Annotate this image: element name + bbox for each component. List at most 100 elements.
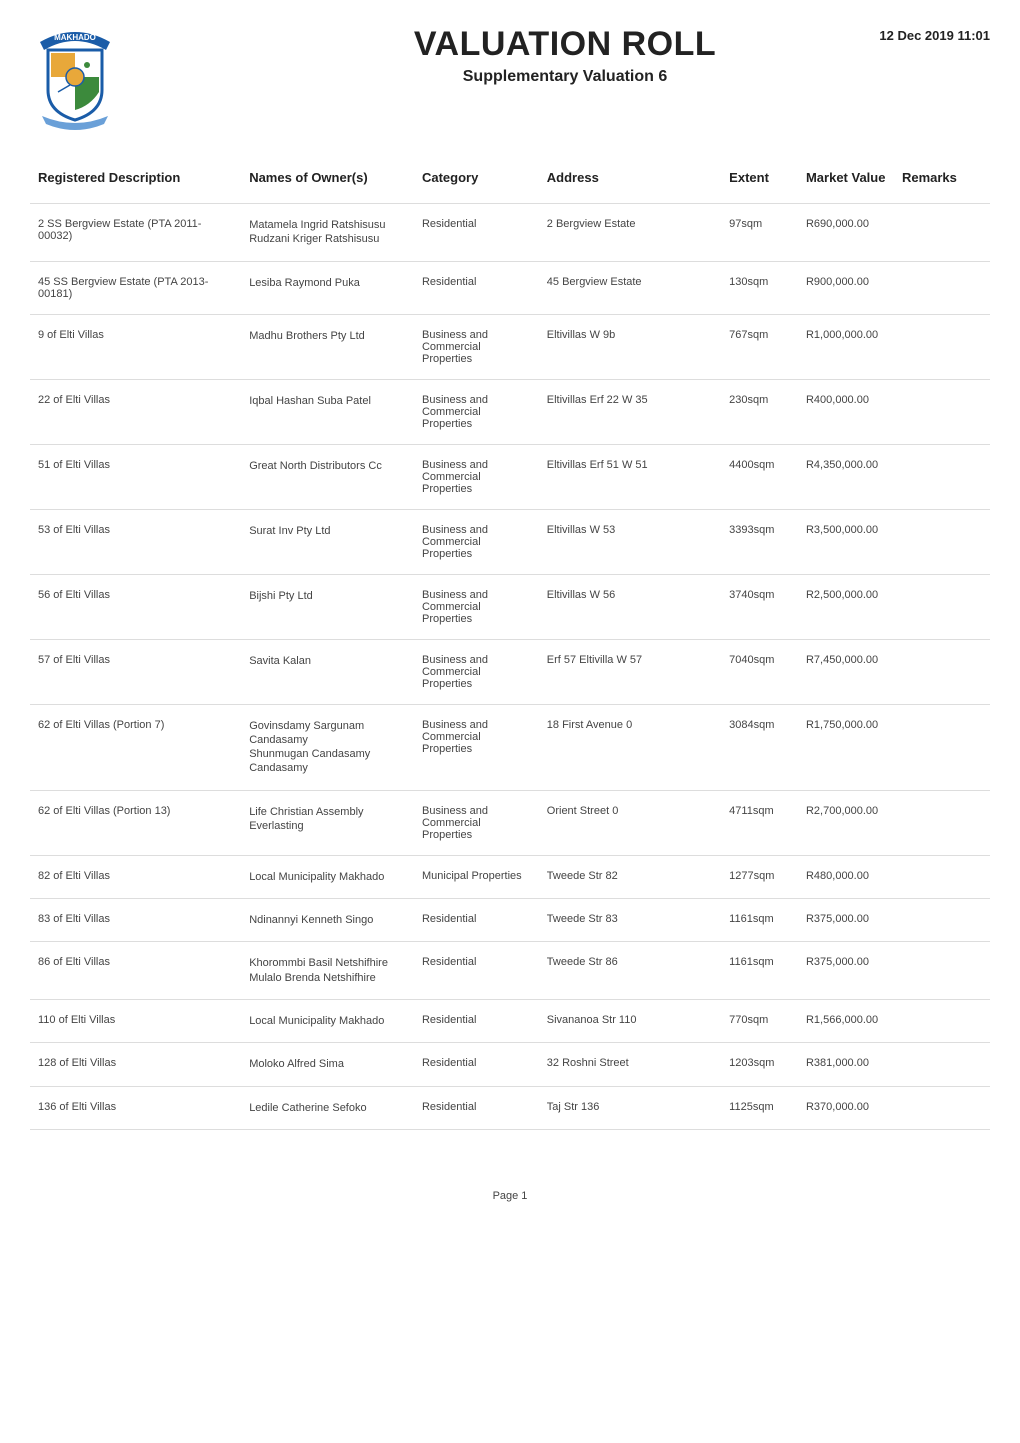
table-row: 57 of Elti Villas Savita Kalan Business an… xyxy=(30,640,990,705)
owner-name: Ledile Catherine Sefoko xyxy=(249,1101,406,1115)
cell-category: Business and Commercial Properties xyxy=(414,575,539,640)
cell-description: 82 of Elti Villas xyxy=(30,856,241,899)
cell-description: 110 of Elti Villas xyxy=(30,1000,241,1043)
cell-category: Residential xyxy=(414,1000,539,1043)
cell-category: Business and Commercial Properties xyxy=(414,445,539,510)
cell-address: Eltivillas W 56 xyxy=(539,575,721,640)
cell-owners: Lesiba Raymond Puka xyxy=(241,262,414,315)
table-row: 82 of Elti Villas Local Municipality Makh… xyxy=(30,856,990,899)
page-header: MAKHADO VALUATION ROLL Supplementary Val… xyxy=(30,20,990,130)
cell-address: Eltivillas W 53 xyxy=(539,510,721,575)
cell-market-value: R1,000,000.00 xyxy=(798,315,894,380)
cell-address: 2 Bergview Estate xyxy=(539,204,721,262)
owner-name: Mulalo Brenda Netshifhire xyxy=(249,971,406,985)
cell-category: Business and Commercial Properties xyxy=(414,380,539,445)
cell-category: Business and Commercial Properties xyxy=(414,705,539,791)
cell-address: Tweede Str 83 xyxy=(539,899,721,942)
cell-description: 45 SS Bergview Estate (PTA 2013-00181) xyxy=(30,262,241,315)
cell-remarks xyxy=(894,204,990,262)
cell-remarks xyxy=(894,262,990,315)
cell-address: Tweede Str 82 xyxy=(539,856,721,899)
table-row: 62 of Elti Villas (Portion 7)Govinsdamy … xyxy=(30,705,990,791)
cell-extent: 770sqm xyxy=(721,1000,798,1043)
owner-name: Lesiba Raymond Puka xyxy=(249,276,406,290)
cell-extent: 130sqm xyxy=(721,262,798,315)
cell-extent: 1161sqm xyxy=(721,942,798,1000)
cell-description: 57 of Elti Villas xyxy=(30,640,241,705)
cell-owners: Great North Distributors Cc xyxy=(241,445,414,510)
table-row: 22 of Elti VillasIqbal Hashan Suba Patel… xyxy=(30,380,990,445)
cell-extent: 230sqm xyxy=(721,380,798,445)
cell-owners: Govinsdamy Sargunam CandasamyShunmugan Ca… xyxy=(241,705,414,791)
cell-remarks xyxy=(894,445,990,510)
cell-extent: 3393sqm xyxy=(721,510,798,575)
cell-category: Business and Commercial Properties xyxy=(414,510,539,575)
cell-market-value: R480,000.00 xyxy=(798,856,894,899)
col-header-extent: Extent xyxy=(721,160,798,204)
cell-description: 9 of Elti Villas xyxy=(30,315,241,380)
cell-owners: Bijshi Pty Ltd xyxy=(241,575,414,640)
cell-owners: Moloko Alfred Sima xyxy=(241,1043,414,1086)
cell-category: Business and Commercial Properties xyxy=(414,791,539,856)
cell-category: Residential xyxy=(414,899,539,942)
owner-name: Local Municipality Makhado xyxy=(249,870,406,884)
cell-market-value: R900,000.00 xyxy=(798,262,894,315)
cell-market-value: R400,000.00 xyxy=(798,380,894,445)
cell-remarks xyxy=(894,856,990,899)
cell-market-value: R381,000.00 xyxy=(798,1043,894,1086)
cell-description: 2 SS Bergview Estate (PTA 2011-00032) xyxy=(30,204,241,262)
main-title: VALUATION ROLL xyxy=(140,25,990,64)
cell-remarks xyxy=(894,899,990,942)
owner-name: Bijshi Pty Ltd xyxy=(249,589,406,603)
cell-owners: Savita Kalan xyxy=(241,640,414,705)
cell-address: Eltivillas Erf 22 W 35 xyxy=(539,380,721,445)
cell-market-value: R1,750,000.00 xyxy=(798,705,894,791)
table-header: Registered Description Names of Owner(s)… xyxy=(30,160,990,204)
cell-market-value: R690,000.00 xyxy=(798,204,894,262)
owner-name: Matamela Ingrid Ratshisusu xyxy=(249,218,406,232)
table-row: 110 of Elti Villas Local Municipality Mak… xyxy=(30,1000,990,1043)
cell-market-value: R370,000.00 xyxy=(798,1087,894,1130)
municipal-logo: MAKHADO xyxy=(30,20,120,130)
cell-market-value: R375,000.00 xyxy=(798,942,894,1000)
valuation-table: Registered Description Names of Owner(s)… xyxy=(30,160,990,1130)
cell-address: Sivananoa Str 110 xyxy=(539,1000,721,1043)
cell-address: Tweede Str 86 xyxy=(539,942,721,1000)
owner-name: Moloko Alfred Sima xyxy=(249,1057,406,1071)
cell-category: Business and Commercial Properties xyxy=(414,640,539,705)
owner-name: Govinsdamy Sargunam xyxy=(249,719,406,733)
owner-name: Rudzani Kriger Ratshisusu xyxy=(249,232,406,246)
table-row: 128 of Elti VillasMoloko Alfred SimaResi… xyxy=(30,1043,990,1086)
cell-extent: 4711sqm xyxy=(721,791,798,856)
cell-extent: 4400sqm xyxy=(721,445,798,510)
page-footer: Page 1 xyxy=(30,1190,990,1202)
col-header-address: Address xyxy=(539,160,721,204)
table-row: 45 SS Bergview Estate (PTA 2013-00181) Le… xyxy=(30,262,990,315)
cell-market-value: R2,500,000.00 xyxy=(798,575,894,640)
owner-name: Local Municipality Makhado xyxy=(249,1014,406,1028)
table-row: 136 of Elti Villas Ledile Catherine Sefok… xyxy=(30,1087,990,1130)
page-number: Page 1 xyxy=(493,1190,528,1202)
cell-extent: 1277sqm xyxy=(721,856,798,899)
col-header-owners: Names of Owner(s) xyxy=(241,160,414,204)
owner-name: Candasamy xyxy=(249,761,406,775)
table-row: 2 SS Bergview Estate (PTA 2011-00032)Mat… xyxy=(30,204,990,262)
cell-category: Municipal Properties xyxy=(414,856,539,899)
cell-description: 62 of Elti Villas (Portion 7) xyxy=(30,705,241,791)
cell-market-value: R3,500,000.00 xyxy=(798,510,894,575)
owner-name: Savita Kalan xyxy=(249,654,406,668)
timestamp: 12 Dec 2019 11:01 xyxy=(879,28,990,43)
cell-address: 32 Roshni Street xyxy=(539,1043,721,1086)
col-header-category: Category xyxy=(414,160,539,204)
cell-remarks xyxy=(894,510,990,575)
cell-market-value: R1,566,000.00 xyxy=(798,1000,894,1043)
cell-description: 22 of Elti Villas xyxy=(30,380,241,445)
cell-owners: Life Christian Assembly Everlasting xyxy=(241,791,414,856)
cell-remarks xyxy=(894,705,990,791)
cell-description: 136 of Elti Villas xyxy=(30,1087,241,1130)
cell-address: Eltivillas Erf 51 W 51 xyxy=(539,445,721,510)
owner-name: Shunmugan Candasamy xyxy=(249,747,406,761)
col-header-remarks: Remarks xyxy=(894,160,990,204)
cell-address: Erf 57 Eltivilla W 57 xyxy=(539,640,721,705)
cell-owners: Matamela Ingrid RatshisusuRudzani Kriger… xyxy=(241,204,414,262)
